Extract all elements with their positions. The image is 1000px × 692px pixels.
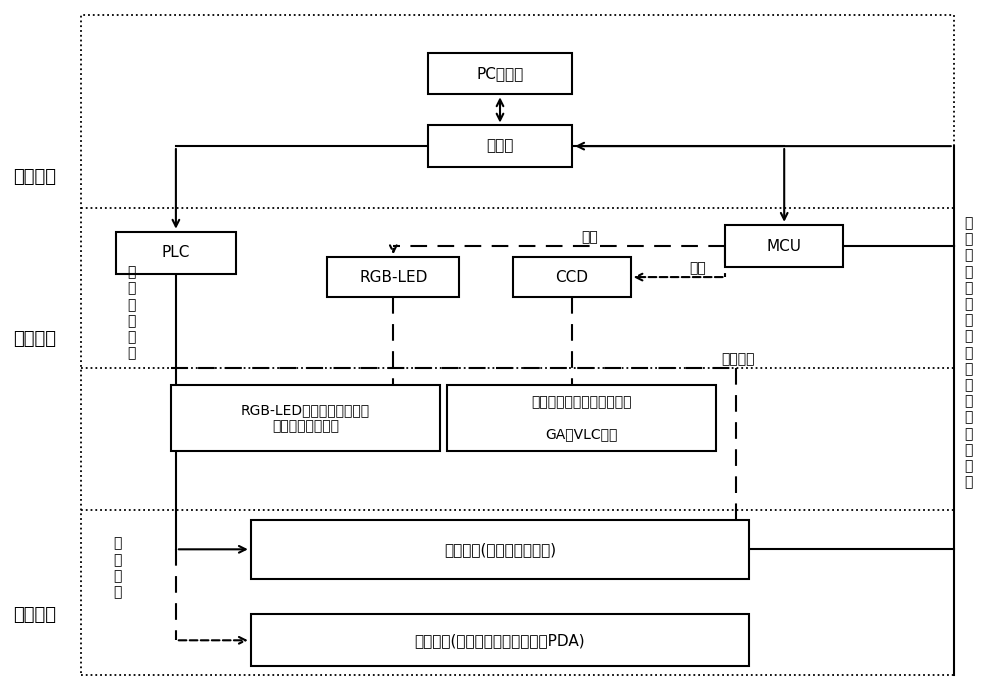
Text: 并行单像素自适应比特校准

GA的VLC优化: 并行单像素自适应比特校准 GA的VLC优化 — [532, 395, 632, 441]
Text: 生产设备(多个传感器参数): 生产设备(多个传感器参数) — [444, 542, 556, 557]
FancyBboxPatch shape — [725, 225, 843, 267]
Text: 辅助算法: 辅助算法 — [13, 330, 56, 348]
Text: 三
维
数
据: 三 维 数 据 — [113, 536, 121, 599]
Text: PC操作端: PC操作端 — [476, 66, 524, 81]
Text: 生产控制: 生产控制 — [13, 606, 56, 623]
FancyBboxPatch shape — [116, 232, 236, 274]
Text: 工
序
时
间
参
数: 工 序 时 间 参 数 — [127, 266, 135, 361]
Text: 服务器: 服务器 — [486, 138, 514, 154]
Text: 采集: 采集 — [690, 261, 706, 275]
Text: 系统模型: 系统模型 — [13, 168, 56, 186]
Text: RGB-LED二维三色余三码结
构光三维测量方法: RGB-LED二维三色余三码结 构光三维测量方法 — [241, 403, 370, 433]
FancyBboxPatch shape — [428, 125, 572, 167]
FancyBboxPatch shape — [327, 257, 459, 297]
Text: 编码: 编码 — [581, 230, 598, 244]
FancyBboxPatch shape — [428, 53, 572, 94]
Text: RGB-LED: RGB-LED — [359, 270, 427, 284]
Text: CCD: CCD — [555, 270, 588, 284]
FancyBboxPatch shape — [171, 385, 440, 451]
FancyBboxPatch shape — [251, 520, 749, 579]
FancyBboxPatch shape — [447, 385, 716, 451]
FancyBboxPatch shape — [251, 614, 749, 666]
Text: MCU: MCU — [767, 239, 802, 253]
Text: 监
控
设
备
参
数
及
移
动
设
备
坐
标
状
态
反
馈: 监 控 设 备 参 数 及 移 动 设 备 坐 标 状 态 反 馈 — [965, 217, 973, 489]
FancyBboxPatch shape — [513, 257, 631, 297]
Text: 控制命令: 控制命令 — [721, 352, 755, 366]
Text: 移动设备(无人物料车、机械臂、PDA): 移动设备(无人物料车、机械臂、PDA) — [415, 632, 585, 648]
Text: PLC: PLC — [162, 246, 190, 260]
